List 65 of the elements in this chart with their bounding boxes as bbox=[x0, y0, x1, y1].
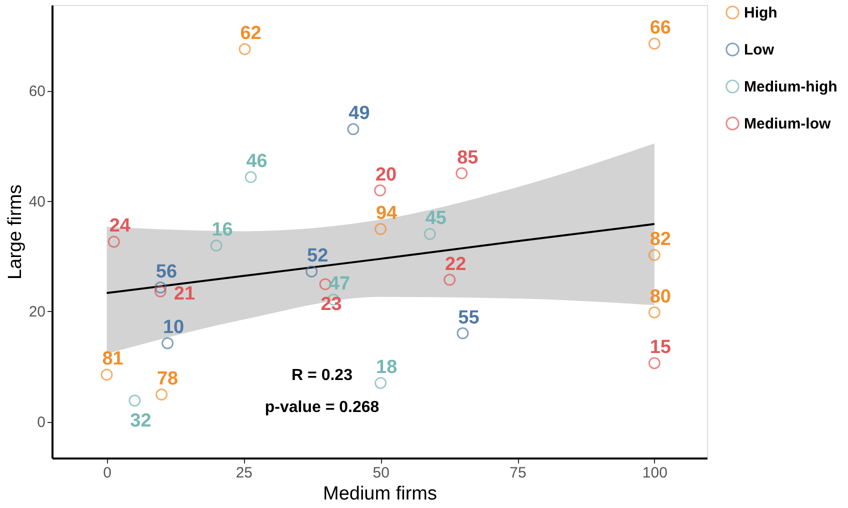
point bbox=[154, 282, 166, 294]
x-tick-label: 25 bbox=[236, 464, 253, 482]
point bbox=[162, 337, 174, 350]
annotation: 52 bbox=[307, 246, 328, 267]
point bbox=[648, 306, 660, 318]
annotation: 10 bbox=[162, 317, 184, 338]
x-tick-label: 75 bbox=[510, 464, 526, 482]
point bbox=[100, 368, 113, 381]
point bbox=[374, 223, 387, 235]
annotation: 47 bbox=[328, 274, 350, 295]
annotation: 21 bbox=[174, 283, 196, 304]
point bbox=[244, 171, 257, 184]
annotation: 80 bbox=[650, 286, 671, 308]
point bbox=[456, 327, 469, 340]
annotation: 62 bbox=[240, 23, 262, 44]
annotation: 16 bbox=[212, 220, 233, 241]
point bbox=[374, 184, 386, 196]
x-tick-label: 100 bbox=[642, 464, 668, 482]
point bbox=[648, 248, 660, 261]
point bbox=[374, 376, 387, 389]
point bbox=[444, 274, 456, 286]
point bbox=[156, 388, 168, 401]
point bbox=[456, 167, 468, 180]
annotation: 46 bbox=[246, 151, 268, 172]
annotation: 94 bbox=[376, 203, 398, 224]
annotation: 20 bbox=[375, 164, 397, 186]
annotation: 56 bbox=[156, 262, 178, 283]
legend-label: High bbox=[744, 4, 778, 22]
point bbox=[648, 38, 660, 50]
x-axis-title: Medium firms bbox=[322, 484, 438, 504]
x-tick-label: 50 bbox=[372, 464, 390, 482]
y-tick-label: 60 bbox=[28, 83, 46, 100]
legend-label: Medium-high bbox=[744, 78, 838, 96]
x-tick-label: 0 bbox=[103, 464, 112, 482]
legend-label: Low bbox=[744, 42, 774, 58]
y-tick-label: 0 bbox=[37, 414, 46, 432]
y-axis-title: Large firms bbox=[4, 184, 26, 280]
point bbox=[648, 357, 660, 370]
point bbox=[306, 266, 318, 278]
annotation: 15 bbox=[650, 337, 672, 358]
point bbox=[238, 43, 251, 56]
annotation: 32 bbox=[130, 410, 152, 432]
annotation: 78 bbox=[156, 368, 178, 390]
annotation: 45 bbox=[425, 208, 447, 229]
annotation: 55 bbox=[458, 307, 480, 328]
point bbox=[108, 236, 120, 248]
annotation: 24 bbox=[109, 216, 131, 237]
point bbox=[154, 285, 166, 298]
annotation: 82 bbox=[650, 228, 671, 250]
annotation: 22 bbox=[445, 254, 466, 275]
y-tick-label: 20 bbox=[28, 304, 46, 321]
point bbox=[128, 394, 141, 407]
point bbox=[347, 123, 360, 136]
annotation: p-value = 0.268 bbox=[264, 399, 380, 416]
y-tick-label: 40 bbox=[28, 193, 46, 210]
annotation: 66 bbox=[650, 18, 671, 39]
annotation: 23 bbox=[320, 294, 342, 316]
point bbox=[424, 228, 436, 240]
annotation: 85 bbox=[457, 147, 479, 168]
annotation: 18 bbox=[376, 356, 398, 378]
legend-label: Medium-low bbox=[744, 116, 831, 132]
annotation: 81 bbox=[102, 348, 124, 370]
point bbox=[210, 240, 222, 252]
annotation: 49 bbox=[348, 103, 370, 124]
annotation: R = 0.23 bbox=[292, 367, 353, 384]
